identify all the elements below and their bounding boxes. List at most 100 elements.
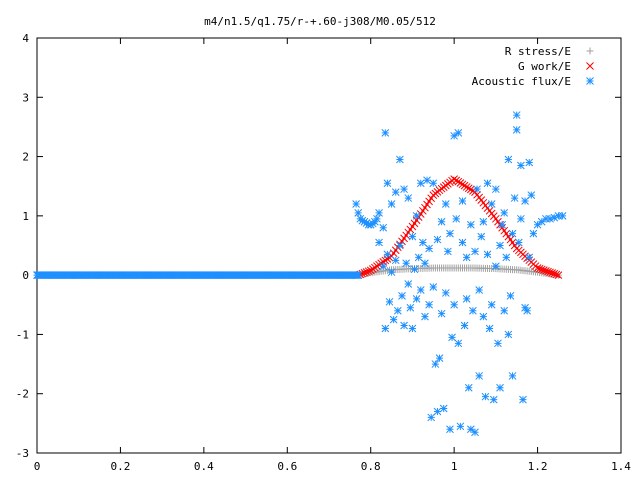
flux-point <box>481 392 490 401</box>
flux-point <box>412 212 421 220</box>
flux-point <box>375 238 383 247</box>
legend-marker <box>586 62 594 70</box>
x-tick-label: 0.2 <box>110 460 130 473</box>
x-tick-label: 1 <box>451 460 458 473</box>
flux-point <box>460 321 469 330</box>
work-point <box>464 184 473 193</box>
flux-point <box>546 214 554 223</box>
flux-point <box>396 155 404 164</box>
work-point <box>360 268 369 277</box>
flux-point <box>416 179 425 188</box>
x-tick-label: 0 <box>34 460 41 473</box>
flux-point <box>479 217 488 226</box>
flux-point <box>410 265 419 274</box>
y-tick-label: -3 <box>16 447 29 460</box>
flux-point <box>406 303 415 312</box>
x-tick-label: 1.4 <box>611 460 631 473</box>
flux-point <box>512 126 521 134</box>
flux-point <box>437 217 446 226</box>
flux-point <box>360 217 369 226</box>
x-tick-label: 1.2 <box>528 460 548 473</box>
flux-point <box>521 197 529 205</box>
flux-point <box>433 235 442 244</box>
flux-point <box>387 268 396 277</box>
flux-point <box>492 185 500 194</box>
flux-point <box>454 339 463 348</box>
flux-point <box>494 339 502 348</box>
legend-label: R stress/E <box>505 45 571 58</box>
work-point <box>362 268 371 276</box>
flux-point <box>462 295 471 303</box>
flux-point <box>387 200 396 208</box>
work-point <box>458 180 467 189</box>
work-point <box>466 185 475 194</box>
work-point <box>542 267 550 275</box>
flux-point <box>452 214 461 223</box>
flux-point <box>496 241 504 250</box>
flux-point <box>441 200 450 208</box>
flux-point <box>404 194 413 202</box>
flux-point <box>466 425 475 434</box>
flux-point <box>441 289 450 297</box>
flux-point <box>542 214 550 223</box>
work-point <box>537 265 546 274</box>
flux-point <box>408 324 417 333</box>
flux-point <box>523 306 531 315</box>
flux-point <box>458 197 467 205</box>
flux-point <box>412 295 421 303</box>
work-point <box>552 270 561 279</box>
flux-point <box>464 383 473 392</box>
flux-point <box>473 185 481 194</box>
legend-marker-1 <box>586 62 594 70</box>
flux-point <box>558 212 567 220</box>
flux-point <box>375 209 383 217</box>
chart-title: m4/n1.5/q1.75/r-+.60-j308/M0.05/512 <box>204 15 436 28</box>
legend-label: Acoustic flux/E <box>472 75 571 88</box>
work-point <box>554 271 563 279</box>
flux-point <box>439 404 448 413</box>
y-tick-label: -1 <box>16 328 29 341</box>
flux-point <box>400 321 408 330</box>
flux-point <box>519 395 527 404</box>
flux-point <box>485 324 494 333</box>
y-tick-label: -2 <box>16 388 29 401</box>
legend-marker <box>586 47 594 55</box>
flux-point <box>383 179 392 188</box>
flux-point <box>504 155 513 164</box>
flux-point <box>354 209 363 217</box>
work-point <box>533 264 542 272</box>
flux-point <box>448 333 456 342</box>
flux-point <box>435 354 444 362</box>
flux-point <box>402 259 411 268</box>
flux-point <box>508 372 517 380</box>
flux-point <box>354 271 363 279</box>
flux-point <box>358 216 367 225</box>
flux-point <box>517 161 525 170</box>
flux-point <box>429 179 438 188</box>
flux-point <box>437 309 446 318</box>
axis-ticks: 0 0.2 0.4 0.6 0.8 1 1.2 1.4 -3 -2 -1 0 1 2 3 4 <box>16 32 632 473</box>
work-point <box>539 266 548 275</box>
flux-point <box>446 425 454 434</box>
flux-point <box>510 194 519 202</box>
flux-point <box>554 212 563 220</box>
y-tick-label: 4 <box>22 32 29 45</box>
flux-point <box>475 286 484 294</box>
legend-label: G work/E <box>518 60 571 73</box>
flux-point <box>500 306 509 315</box>
flux-point <box>427 413 436 422</box>
flux-point <box>391 188 400 196</box>
flux-point <box>483 179 492 188</box>
flux-point <box>385 297 394 306</box>
series-2 <box>33 111 567 437</box>
flux-point <box>525 253 534 262</box>
flux-point <box>475 372 484 380</box>
flux-point <box>527 191 536 199</box>
flux-point <box>421 259 429 268</box>
flux-point <box>393 306 402 315</box>
work-point <box>550 269 559 278</box>
y-tick-label: 1 <box>22 210 29 223</box>
flux-point <box>431 360 440 368</box>
flux-point <box>371 217 379 226</box>
